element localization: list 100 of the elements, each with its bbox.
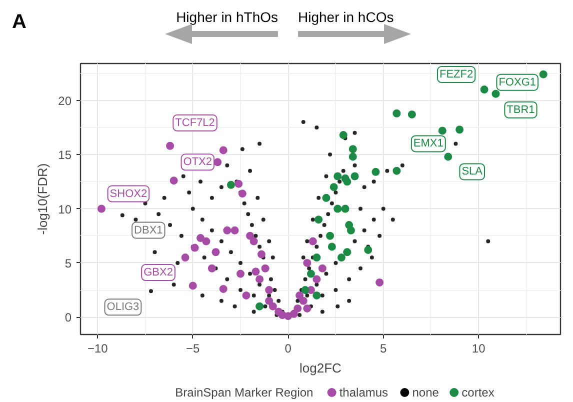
x-tick-label: −5 <box>186 342 200 356</box>
point <box>294 304 302 312</box>
x-tick-label: 5 <box>380 342 388 356</box>
legend-label: thalamus <box>339 386 388 400</box>
point <box>408 110 416 118</box>
point <box>312 254 321 262</box>
point <box>196 234 204 242</box>
point <box>480 86 488 94</box>
point <box>322 194 330 202</box>
y-tick-label: 15 <box>58 148 72 162</box>
point <box>97 204 106 213</box>
point <box>242 291 250 300</box>
point <box>303 258 312 267</box>
point <box>492 90 500 98</box>
legend-label: cortex <box>462 386 494 400</box>
point <box>226 180 235 189</box>
annotation: FEZF2 <box>440 68 474 81</box>
point <box>301 286 310 294</box>
point <box>326 232 334 240</box>
point <box>334 204 342 213</box>
point <box>438 126 446 135</box>
annotation: GBX2 <box>144 266 173 279</box>
point <box>256 302 264 310</box>
point <box>306 270 315 278</box>
point <box>376 278 384 286</box>
point <box>456 126 464 134</box>
point <box>299 296 308 305</box>
annotation: SLA <box>462 166 484 178</box>
point <box>364 246 372 254</box>
point <box>343 248 352 256</box>
y-tick-label: 10 <box>58 202 72 216</box>
point <box>346 226 355 234</box>
point <box>230 226 239 234</box>
annotation: EMX1 <box>413 138 444 150</box>
point <box>256 275 264 284</box>
point <box>296 291 304 300</box>
point <box>314 216 323 224</box>
point <box>339 131 348 140</box>
x-tick-label: 0 <box>284 342 292 356</box>
point <box>190 244 199 252</box>
point <box>372 168 380 176</box>
point <box>444 152 452 161</box>
point <box>261 264 270 272</box>
point <box>268 302 277 310</box>
point <box>348 152 357 161</box>
point <box>181 254 190 262</box>
point <box>250 237 258 246</box>
point <box>312 291 321 300</box>
point <box>223 226 232 234</box>
text: A <box>12 11 26 33</box>
point <box>330 183 338 192</box>
point <box>337 254 346 262</box>
point <box>392 109 401 118</box>
point <box>539 70 548 78</box>
x-tick-label: −10 <box>87 342 108 356</box>
annotation: DBX1 <box>134 224 163 236</box>
point <box>219 146 228 154</box>
point <box>265 296 274 305</box>
y-tick-label: 20 <box>58 94 72 108</box>
point <box>166 142 174 150</box>
text: Higher in hCOs <box>298 9 394 25</box>
y-tick-label: 0 <box>64 310 72 325</box>
y-axis-title: -log10(FDR) <box>35 163 50 235</box>
annotation: FOXG1 <box>498 76 536 88</box>
annotation: TBR1 <box>506 104 535 116</box>
point <box>303 304 312 312</box>
point <box>236 270 244 278</box>
point <box>246 232 254 240</box>
point <box>188 282 197 290</box>
point <box>214 158 222 166</box>
point <box>234 180 243 188</box>
point <box>219 284 228 293</box>
point <box>257 250 266 258</box>
annotation: OTX2 <box>183 156 212 168</box>
point <box>238 190 246 198</box>
x-axis-title: log2FC <box>300 360 342 376</box>
point <box>341 204 350 213</box>
annotation: TCF7L2 <box>175 116 215 129</box>
x-tick-label: 10 <box>472 342 486 356</box>
point <box>208 264 216 272</box>
point <box>328 242 336 251</box>
point <box>348 145 357 154</box>
legend-label: none <box>412 386 440 400</box>
legend-title: BrainSpan Marker Region <box>175 386 314 400</box>
point <box>392 166 401 175</box>
point <box>350 172 359 180</box>
annotation: OLIG3 <box>106 301 140 314</box>
point <box>312 275 321 284</box>
point <box>252 268 260 276</box>
point <box>212 248 220 256</box>
annotation: SHOX2 <box>110 188 148 200</box>
point <box>202 237 210 246</box>
point <box>318 264 326 272</box>
point <box>290 310 298 318</box>
point <box>308 237 317 246</box>
point <box>170 176 178 185</box>
y-tick-label: 5 <box>64 256 72 270</box>
point <box>334 172 342 180</box>
point <box>265 286 274 294</box>
point <box>343 178 352 186</box>
